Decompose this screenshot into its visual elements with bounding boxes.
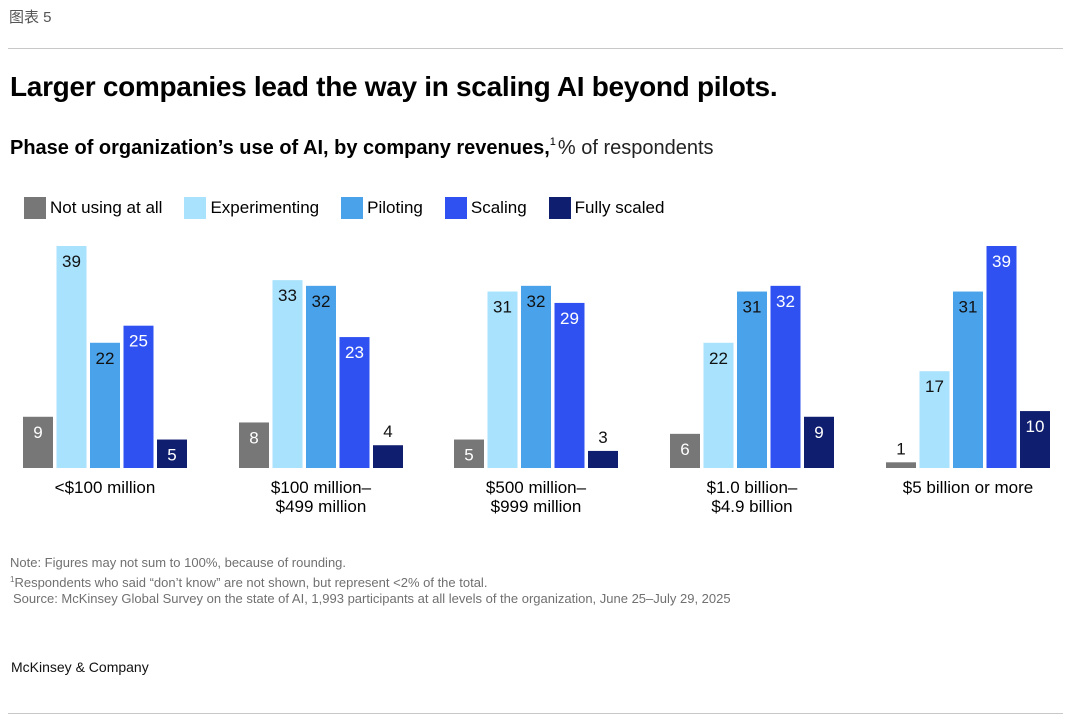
bar [90,342,120,468]
brand-logo-text: McKinsey & Company [11,659,149,675]
data-label: 33 [278,286,297,305]
legend-swatch [184,197,207,219]
data-label: 5 [464,446,473,465]
category-label-line: $1.0 billion– [706,478,798,497]
bar [588,450,618,468]
data-label: 31 [959,298,978,317]
legend-item: Fully scaled [548,197,665,219]
bar [1020,411,1050,468]
legend-item: Experimenting [184,197,319,219]
data-label: 8 [249,428,258,447]
bar [554,302,585,468]
data-label: 32 [776,292,795,311]
category-label-line: $4.9 billion [711,497,793,516]
note-source: Source: McKinsey Global Survey on the st… [13,591,731,606]
bar [306,285,336,468]
legend-swatch [341,197,364,219]
bar [454,439,484,468]
data-label: 9 [814,423,823,442]
bar [703,342,734,468]
category-label: $1.0 billion– $4.9 billion [652,478,852,516]
category-label-line: $999 million [490,497,582,516]
data-label: 22 [709,349,728,368]
footnote-mark: 1 [10,574,15,584]
data-label: 39 [62,252,81,271]
legend-item: Piloting [341,197,423,219]
data-label: 3 [598,428,607,447]
data-label: 39 [992,252,1011,271]
data-label: 31 [493,298,512,317]
category-label: $100 million– $499 million [221,478,421,516]
data-label: 5 [167,446,176,465]
bar [157,439,187,468]
data-label: 9 [33,423,42,442]
legend-item: Not using at all [24,197,162,219]
data-label: 17 [925,377,944,396]
footnote-text: Respondents who said “don’t know” are no… [14,574,488,590]
category-label-line: $100 million– [270,478,372,497]
legend: Not using at all Experimenting Piloting Sca… [24,197,686,219]
data-label: 32 [312,292,331,311]
chart-title: Larger companies lead the way in scaling… [10,71,778,102]
category-label: $5 billion or more [868,478,1068,497]
legend-swatch [548,197,571,219]
legend-swatch [444,197,467,219]
bar [670,433,700,468]
bar [986,246,1017,468]
bar [123,325,154,468]
top-divider [8,48,1063,49]
bar [487,291,518,468]
data-label: 1 [896,439,905,458]
data-label: 25 [129,332,148,351]
bar [239,422,269,468]
data-label: 4 [383,422,392,441]
figure-label: 图表 5 [9,9,52,26]
category-label: <$100 million [5,478,205,497]
data-label: 31 [743,298,762,317]
bar [23,416,53,468]
legend-label: Fully scaled [574,198,665,217]
legend-swatch [24,197,46,219]
bar [56,246,87,468]
note-rounding: Note: Figures may not sum to 100%, becau… [10,555,347,570]
data-label: 22 [96,349,115,368]
legend-label: Not using at all [50,198,163,217]
data-label: 10 [1026,417,1045,436]
notes: Note: Figures may not sum to 100%, becau… [10,555,731,608]
bar [770,285,801,468]
bar [373,445,403,468]
data-label: 23 [345,343,364,362]
bar [737,291,767,468]
data-label: 32 [527,292,546,311]
bar [953,291,983,468]
subtitle-unit: % of respondents [557,137,714,159]
category-label: $500 million– $999 million [436,478,636,516]
legend-label: Piloting [367,198,423,217]
data-label: 29 [560,309,579,328]
category-label-line: $499 million [275,497,367,516]
category-label-line: $5 billion or more [902,478,1034,497]
bar [272,280,303,468]
bottom-divider [8,713,1063,714]
legend-item: Scaling [444,197,527,219]
bar-chart: 9 39 22 25 5 8 33 32 23 4 5 31 32 29 3 6 22 31 32 9 1 17 31 39 1… [23,246,1050,468]
note-footnote: 1Respondents who said “don’t know” are n… [10,572,731,592]
bar [339,337,370,468]
bar [919,371,950,468]
subtitle-footnote-mark: 1 [549,136,556,148]
bar [804,416,834,468]
chart-subtitle: Phase of organization’s use of AI, by co… [10,136,714,160]
data-label: 6 [680,440,689,459]
category-label-line: $500 million– [485,478,587,497]
legend-label: Scaling [470,198,527,217]
legend-label: Experimenting [210,198,320,217]
bar [886,462,916,468]
category-label-line: <$100 million [54,478,156,497]
bar [521,285,551,468]
subtitle-main: Phase of organization’s use of AI, by co… [10,137,550,159]
